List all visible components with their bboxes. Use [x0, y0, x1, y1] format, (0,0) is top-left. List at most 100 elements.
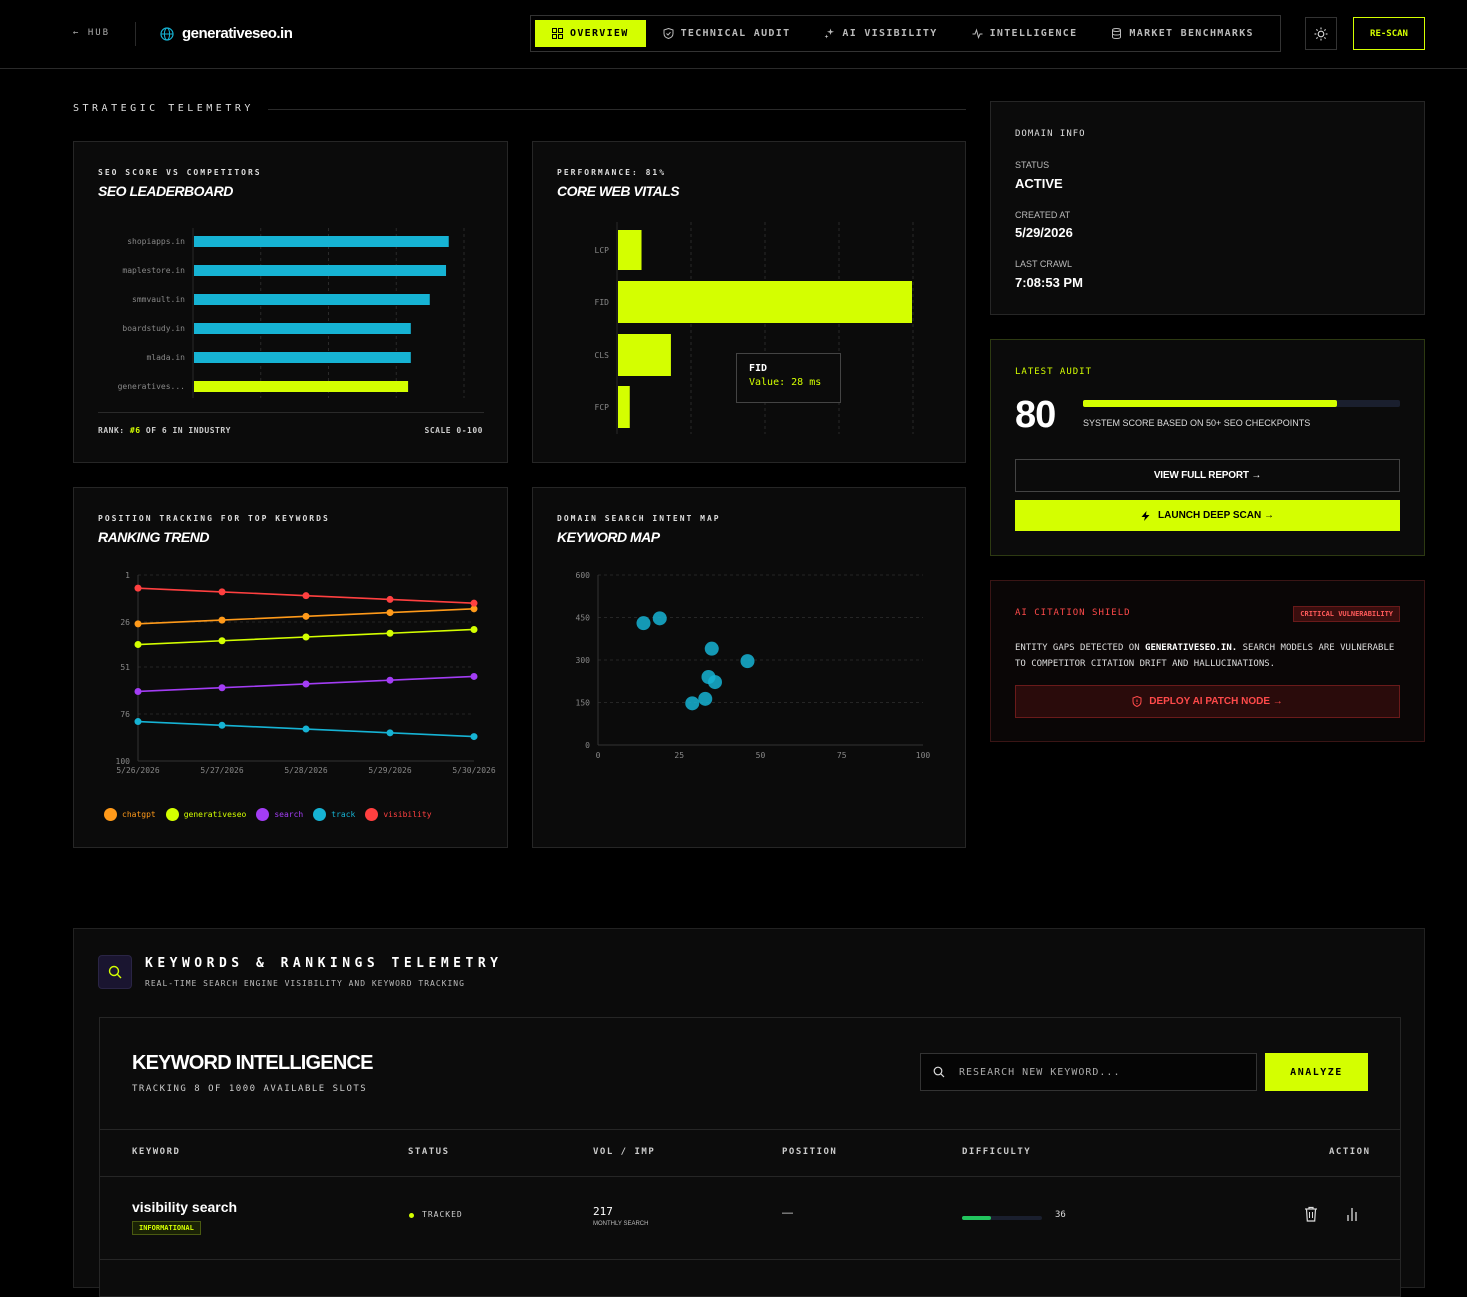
keyword-intelligence-panel: KEYWORD INTELLIGENCE TRACKING 8 OF 1000 … — [99, 1017, 1401, 1297]
keyword-search-input[interactable]: RESEARCH NEW KEYWORD... — [920, 1053, 1257, 1091]
column-header-difficulty: DIFFICULTY — [962, 1147, 1032, 1157]
column-header-position: POSITION — [782, 1147, 838, 1157]
x-tick-label: 25 — [674, 751, 684, 760]
view-report-button[interactable]: VIEW FULL REPORT → — [1015, 459, 1400, 492]
tab-label: MARKET BENCHMARKS — [1129, 28, 1254, 39]
card-heading: DOMAIN INFO — [1015, 129, 1086, 139]
tab-technical-audit[interactable]: TECHNICAL AUDIT — [646, 20, 808, 47]
y-tick-label: 450 — [576, 614, 591, 623]
button-label: DEPLOY AI PATCH NODE → — [1149, 696, 1283, 707]
section-subtitle: REAL-TIME SEARCH ENGINE VISIBILITY AND K… — [145, 979, 465, 988]
web-vitals-chart: LCP FID CLS FCP — [595, 222, 914, 434]
bar — [194, 294, 430, 305]
data-point — [386, 729, 394, 737]
tab-label: INTELLIGENCE — [989, 28, 1078, 39]
x-tick-label: 0 — [596, 751, 601, 760]
data-point — [302, 680, 310, 688]
data-point — [386, 595, 394, 603]
section-heading: KEYWORDS & RANKINGS TELEMETRY — [145, 956, 503, 971]
grid-icon — [552, 28, 563, 39]
vulnerability-badge: CRITICAL VULNERABILITY — [1293, 606, 1400, 622]
legend-item[interactable]: chatgpt — [104, 808, 156, 821]
search-placeholder: RESEARCH NEW KEYWORD... — [959, 1066, 1121, 1078]
legend-label: track — [331, 810, 356, 819]
card-heading: AI CITATION SHIELD — [1015, 608, 1131, 618]
ai-citation-shield-card: AI CITATION SHIELD CRITICAL VULNERABILIT… — [990, 580, 1425, 742]
legend-item[interactable]: visibility — [365, 808, 432, 821]
text-suffix: SEARCH MODELS ARE VULNERABLE TO COMPETIT… — [1015, 643, 1395, 669]
legend-item[interactable]: generativeseo — [165, 808, 247, 821]
tab-label: OVERVIEW — [570, 28, 629, 39]
card-title: RANKING TREND — [98, 529, 209, 545]
y-tick-label: generatives... — [118, 382, 185, 391]
difficulty-track — [962, 1216, 1042, 1220]
x-tick-label: 50 — [756, 751, 766, 760]
keywords-section: KEYWORDS & RANKINGS TELEMETRY REAL-TIME … — [73, 928, 1425, 1297]
data-point — [470, 625, 478, 633]
deploy-patch-button[interactable]: DEPLOY AI PATCH NODE → — [1015, 685, 1400, 718]
status-dot — [409, 1213, 414, 1218]
scatter-point — [636, 616, 651, 631]
legend-label: generativeseo — [183, 810, 247, 819]
tab-label: TECHNICAL AUDIT — [680, 28, 791, 39]
y-tick-label: FCP — [595, 403, 610, 412]
legend-swatch — [256, 808, 270, 821]
bar — [618, 281, 912, 323]
panel-subtitle: TRACKING 8 OF 1000 AVAILABLE SLOTS — [132, 1084, 368, 1094]
legend-swatch — [104, 808, 117, 821]
y-tick-label: boardstudy.in — [122, 324, 185, 333]
scale-label: SCALE 0-100 — [424, 426, 483, 435]
card-heading: LATEST AUDIT — [1015, 367, 1093, 377]
web-vitals-card: PERFORMANCE: 81% CORE WEB VITALS LCP FID C… — [532, 141, 966, 463]
status-label: STATUS — [1015, 160, 1050, 170]
pulse-icon — [972, 28, 983, 39]
y-tick-label: LCP — [595, 246, 610, 255]
rank-value: #6 — [129, 426, 141, 435]
keyword-map-card: DOMAIN SEARCH INTENT MAP KEYWORD MAP 0 15… — [532, 487, 966, 848]
table-row[interactable]: visibility search INFORMATIONAL TRACKED … — [100, 1177, 1400, 1260]
domain-name: generativeseo.in — [182, 25, 293, 42]
legend-label: search — [274, 810, 304, 819]
scatter-point — [704, 641, 719, 656]
analytics-button[interactable] — [1345, 1206, 1361, 1224]
hub-link[interactable]: ← HUB — [73, 28, 111, 38]
legend-label: visibility — [383, 810, 432, 819]
search-icon — [108, 965, 122, 979]
card-title: SEO LEADERBOARD — [98, 183, 233, 199]
rank-text: RANK: #6 OF 6 IN INDUSTRY — [98, 426, 231, 435]
y-tick-label: FID — [595, 298, 610, 307]
tab-market-benchmarks[interactable]: MARKET BENCHMARKS — [1094, 20, 1270, 47]
shield-alert-icon — [1132, 696, 1142, 707]
legend-item[interactable]: track — [313, 808, 355, 821]
section-title: STRATEGIC TELEMETRY — [73, 103, 254, 114]
rescan-button[interactable]: RE-SCAN — [1353, 17, 1425, 50]
y-tick-label: shopiapps.in — [127, 237, 185, 246]
legend-item[interactable]: search — [256, 808, 303, 821]
data-point — [218, 588, 226, 596]
bar — [618, 334, 671, 376]
x-tick-label: 5/28/2026 — [284, 766, 328, 775]
rank-prefix: RANK: — [98, 426, 125, 435]
data-point — [386, 676, 394, 684]
data-point — [470, 733, 478, 741]
analyze-button[interactable]: ANALYZE — [1265, 1053, 1368, 1091]
y-tick-label: smmvault.in — [132, 295, 185, 304]
tab-ai-visibility[interactable]: AI VISIBILITY — [807, 20, 954, 47]
search-badge — [98, 955, 132, 989]
tab-intelligence[interactable]: INTELLIGENCE — [955, 20, 1095, 47]
delete-button[interactable] — [1304, 1206, 1320, 1224]
theme-toggle-button[interactable] — [1305, 17, 1337, 50]
launch-deep-scan-button[interactable]: LAUNCH DEEP SCAN → — [1015, 500, 1400, 531]
latest-audit-card: LATEST AUDIT 80 SYSTEM SCORE BASED ON 50… — [990, 339, 1425, 556]
card-title: KEYWORD MAP — [557, 529, 660, 545]
y-tick-label: CLS — [595, 351, 610, 360]
tooltip-title: FID — [749, 363, 768, 374]
tab-overview[interactable]: OVERVIEW — [535, 20, 646, 47]
divider — [135, 22, 136, 46]
panel-title: KEYWORD INTELLIGENCE — [132, 1052, 373, 1074]
created-label: CREATED AT — [1015, 210, 1071, 220]
x-tick-label: 5/30/2026 — [452, 766, 496, 775]
y-tick-label: 76 — [120, 710, 130, 719]
difficulty-fill — [962, 1216, 991, 1220]
audit-description: SYSTEM SCORE BASED ON 50+ SEO CHECKPOINT… — [1083, 418, 1311, 428]
